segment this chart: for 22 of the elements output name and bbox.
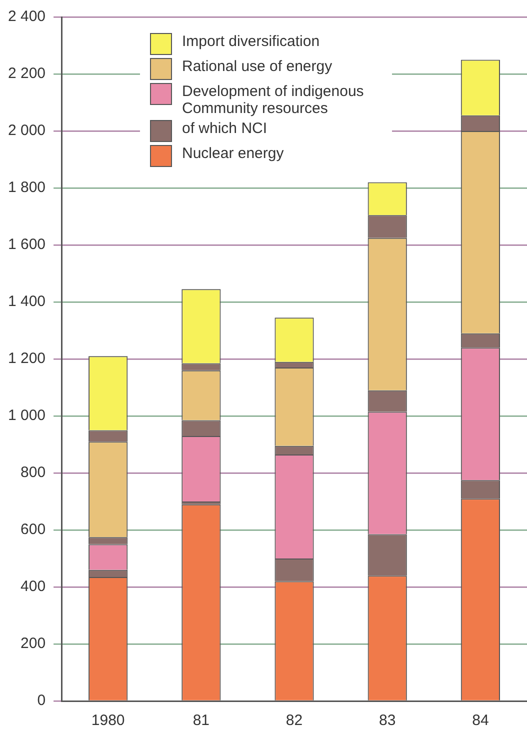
y-tick-label: 1 200: [8, 350, 46, 368]
y-tick-label: 1 000: [8, 407, 46, 424]
y-tick-label: 2 400: [8, 8, 46, 26]
y-tick-label: 1 800: [8, 179, 46, 196]
legend-label: Import diversification: [182, 33, 321, 50]
y-tick-label: 400: [20, 578, 46, 596]
y-tick-label: 2 200: [8, 65, 46, 82]
y-tick-label: 600: [20, 521, 46, 538]
x-tick-label: 82: [286, 712, 303, 730]
y-tick-label: 0: [37, 692, 46, 710]
x-tick-label: 83: [379, 712, 396, 730]
y-tick-label: 2 000: [8, 122, 46, 140]
y-tick-label: 1 600: [8, 236, 46, 254]
legend-label: of which NCI: [182, 120, 268, 137]
legend-label: Rational use of energy: [182, 58, 334, 75]
y-tick-label: 200: [20, 635, 46, 652]
x-tick-label: 1980: [91, 712, 125, 730]
x-tick-label: 84: [472, 712, 489, 730]
y-tick-label: 800: [20, 464, 46, 482]
x-tick-label: 81: [192, 712, 210, 730]
legend-label: Nuclear energy: [182, 145, 285, 162]
y-tick-label: 1 400: [8, 293, 46, 310]
